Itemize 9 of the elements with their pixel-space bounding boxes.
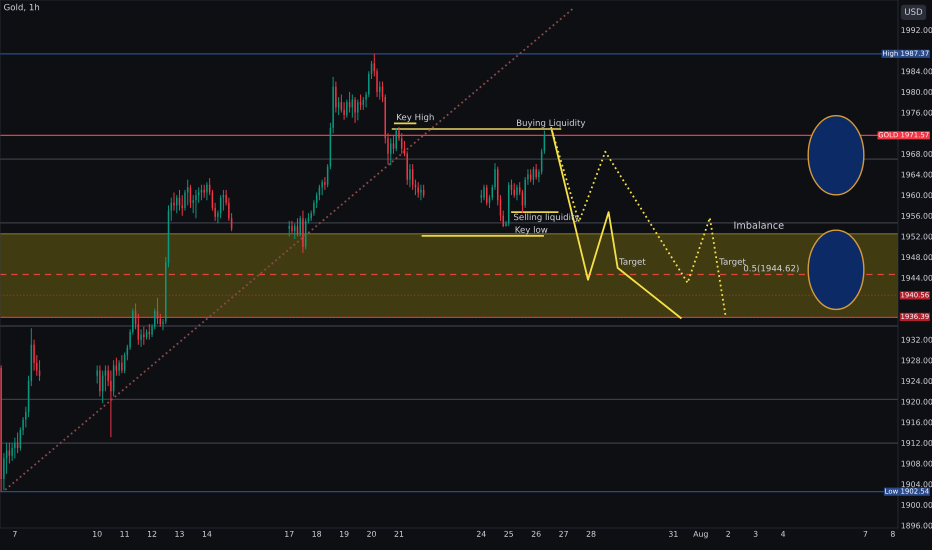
annotation: Key low bbox=[516, 226, 548, 234]
annotation: 0.5(1944.62) bbox=[744, 264, 799, 272]
annotation: Buying Liquidity bbox=[516, 119, 586, 128]
annotation: Target bbox=[619, 258, 646, 266]
chart-title: Gold, 1h bbox=[4, 4, 40, 12]
annotation: Target bbox=[719, 258, 746, 266]
text: USD bbox=[905, 8, 922, 15]
band-label: Imbalance bbox=[734, 221, 784, 229]
annotation: Key High bbox=[397, 114, 434, 122]
